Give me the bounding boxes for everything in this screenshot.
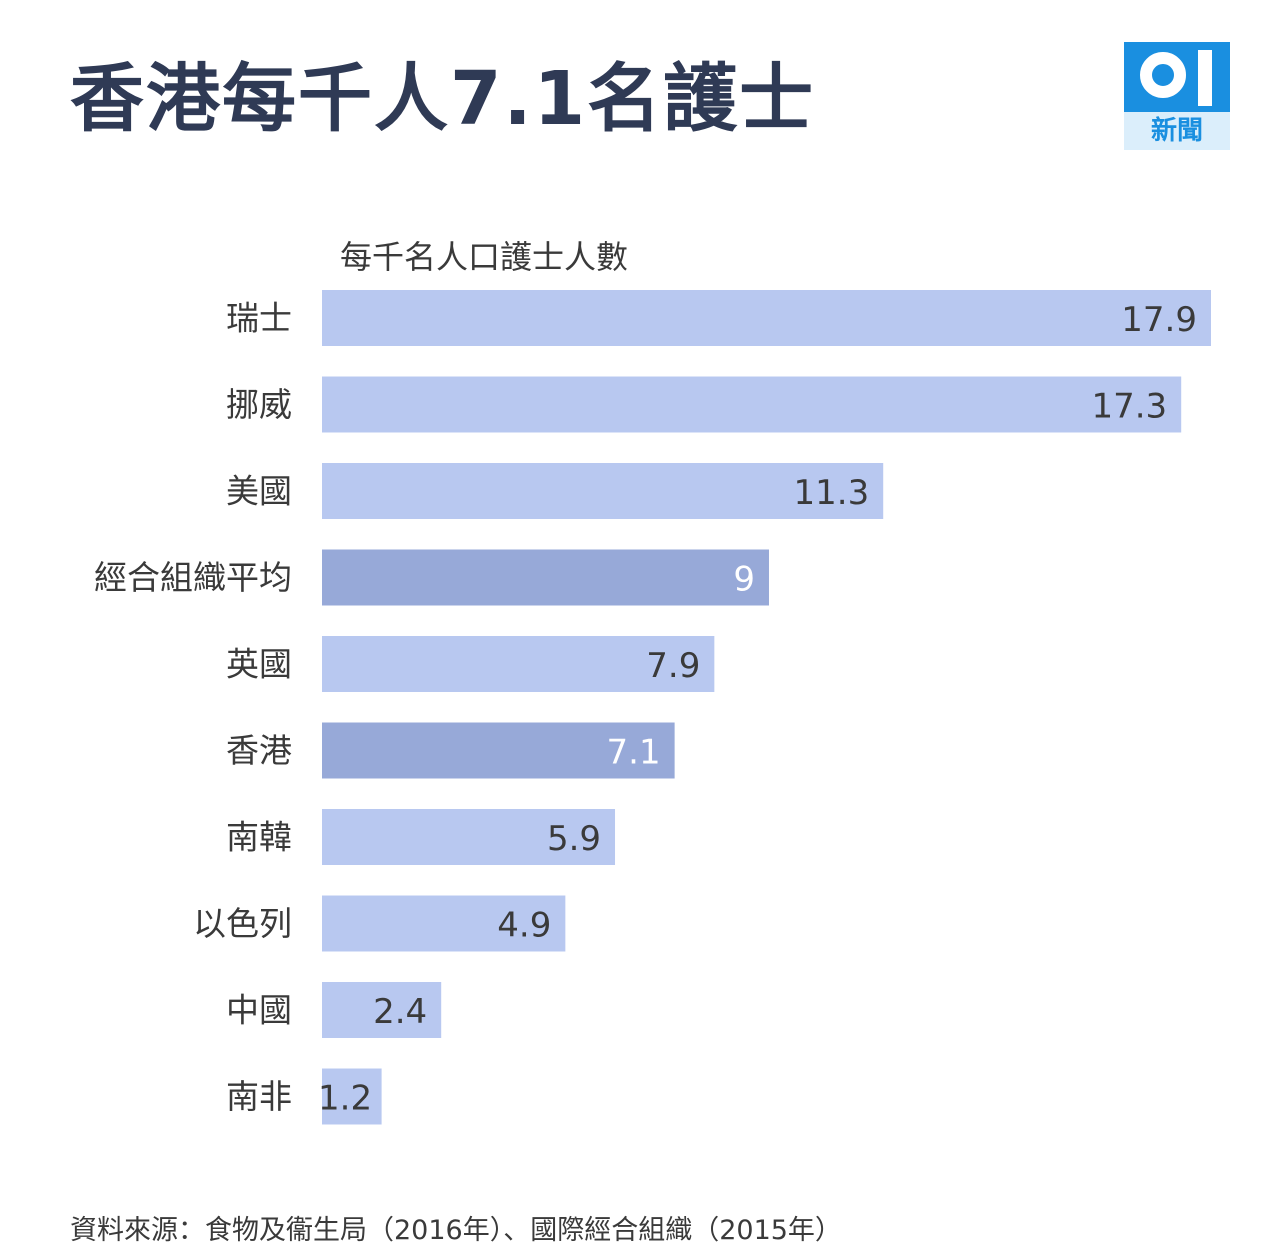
bar-10 xyxy=(322,1068,382,1125)
value-label: 11.3 xyxy=(794,473,870,513)
logo-one-icon xyxy=(1198,50,1212,106)
category-label: 南韓 xyxy=(226,818,292,857)
logo-text: 新聞 xyxy=(1124,112,1230,150)
value-label: 1.2 xyxy=(318,1079,372,1119)
bar-2 xyxy=(322,376,1182,433)
bar-5 xyxy=(322,636,715,692)
category-label: 以色列 xyxy=(193,904,292,943)
unit-label: 每千名人口護士人數 xyxy=(340,238,629,276)
bar-7 xyxy=(322,809,616,865)
category-label: 南非 xyxy=(226,1077,292,1116)
bar-9 xyxy=(322,982,442,1038)
category-label: 香港 xyxy=(226,731,292,770)
hk01-logo[interactable]: 新聞 xyxy=(1124,42,1230,150)
value-label: 5.9 xyxy=(547,819,601,859)
value-label: 4.9 xyxy=(497,906,551,946)
bar-4 xyxy=(322,549,769,606)
bar-6 xyxy=(322,722,675,779)
value-label: 17.3 xyxy=(1091,387,1167,427)
source-note: 資料來源：食物及衞生局（2016年）、國際經合組織（2015年） xyxy=(70,1215,842,1246)
value-label: 7.1 xyxy=(607,733,661,773)
bar-8 xyxy=(322,895,566,952)
category-label: 挪威 xyxy=(226,385,292,424)
value-label: 2.4 xyxy=(373,992,427,1032)
chart-title: 香港每千人7.1名護士 xyxy=(70,56,816,142)
category-label: 經合組織平均 xyxy=(94,558,292,597)
bar-1 xyxy=(322,290,1211,346)
category-label: 英國 xyxy=(226,645,292,684)
category-label: 美國 xyxy=(226,472,292,511)
logo-mark xyxy=(1124,42,1230,112)
value-label: 7.9 xyxy=(646,646,700,686)
bar-3 xyxy=(322,463,884,519)
value-label: 9 xyxy=(733,560,755,600)
category-label: 中國 xyxy=(226,991,292,1030)
logo-zero-icon xyxy=(1140,52,1186,98)
category-label: 瑞士 xyxy=(226,299,292,338)
value-label: 17.9 xyxy=(1121,300,1197,340)
